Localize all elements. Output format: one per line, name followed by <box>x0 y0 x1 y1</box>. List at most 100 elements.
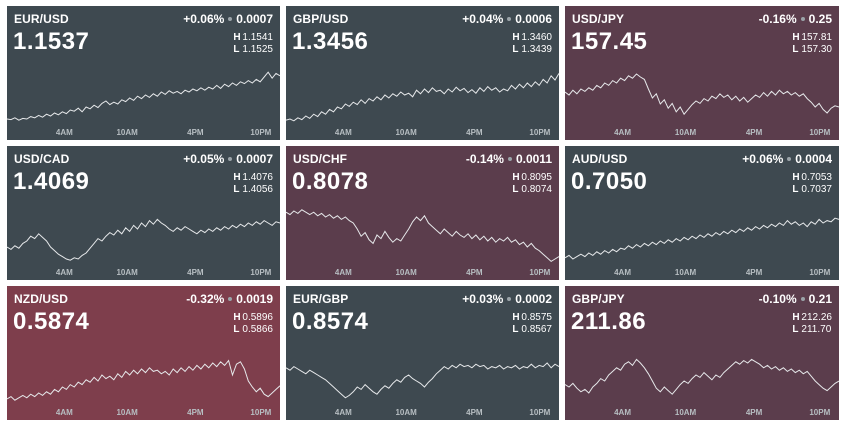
axis-tick-label: 10PM <box>250 268 272 277</box>
price-line <box>286 209 559 263</box>
axis-tick-label: 4PM <box>187 408 204 417</box>
sparkline-chart <box>7 359 280 401</box>
currency-tile-eur-usd[interactable]: EUR/USD +0.06% 0.0007 1.1537 H 1.1541 L 1.1… <box>7 6 280 140</box>
change-summary: -0.16% 0.25 <box>759 12 832 26</box>
absolute-change: 0.0002 <box>515 292 552 306</box>
currency-tile-usd-cad[interactable]: USD/CAD +0.05% 0.0007 1.4069 H 1.4076 L 1.4… <box>7 146 280 280</box>
low-value: 0.5866 <box>242 324 273 335</box>
current-price: 0.8078 <box>292 168 369 195</box>
pair-label: USD/JPY <box>572 12 625 26</box>
axis-tick-label: 4PM <box>187 128 204 137</box>
time-axis: 4AM 10AM 4PM 10PM <box>286 408 559 418</box>
high-label: H <box>792 172 800 183</box>
axis-tick-label: 4AM <box>55 268 73 277</box>
currency-tile-gbp-usd[interactable]: GBP/USD +0.04% 0.0006 1.3456 H 1.3460 L 1.3… <box>286 6 559 140</box>
percent-change: -0.16% <box>758 12 797 26</box>
low-row: L 0.8074 <box>512 184 552 196</box>
high-value: 0.7053 <box>801 172 832 183</box>
separator-dot <box>228 156 233 161</box>
high-low-box: H 0.5896 L 0.5866 <box>233 312 273 336</box>
high-value: 1.3460 <box>521 32 552 43</box>
separator-dot <box>507 156 512 161</box>
axis-tick-label: 10PM <box>529 128 551 137</box>
time-axis: 4AM 10AM 4PM 10PM <box>7 408 280 418</box>
pair-label: AUD/USD <box>572 152 628 166</box>
separator-dot <box>787 156 792 161</box>
low-value: 211.70 <box>801 324 832 335</box>
price-line <box>565 358 839 395</box>
axis-tick-label: 10PM <box>250 408 272 417</box>
high-row: H 1.4076 <box>233 172 273 184</box>
low-row: L 1.1525 <box>233 44 273 56</box>
absolute-change: 0.25 <box>808 12 832 26</box>
axis-tick-label: 10PM <box>809 128 831 137</box>
time-axis: 4AM 10AM 4PM 10PM <box>565 408 839 418</box>
sparkline-chart <box>565 217 839 260</box>
high-row: H 0.5896 <box>233 312 273 324</box>
sparkline-chart <box>286 362 559 399</box>
currency-tile-usd-chf[interactable]: USD/CHF -0.14% 0.0011 0.8078 H 0.8095 L 0.8… <box>286 146 559 280</box>
high-value: 157.81 <box>801 32 832 43</box>
axis-tick-label: 4PM <box>745 128 763 137</box>
high-label: H <box>792 312 800 323</box>
current-price: 157.45 <box>571 28 648 55</box>
axis-tick-label: 4AM <box>55 408 73 417</box>
axis-tick-label: 4AM <box>334 128 352 137</box>
axis-tick-label: 4AM <box>614 268 631 277</box>
time-axis: 4AM 10AM 4PM 10PM <box>286 268 559 278</box>
low-row: L 211.70 <box>792 324 832 336</box>
change-summary: +0.06% 0.0004 <box>742 152 832 166</box>
axis-tick-label: 10PM <box>809 268 831 277</box>
currency-tile-gbp-jpy[interactable]: GBP/JPY -0.10% 0.21 211.86 H 212.26 L 211.7… <box>565 286 839 420</box>
price-line <box>7 359 280 401</box>
separator-dot <box>800 16 805 21</box>
current-price: 0.5874 <box>13 308 90 335</box>
pair-label: USD/CHF <box>293 152 348 166</box>
price-line <box>286 362 559 399</box>
high-label: H <box>233 312 241 323</box>
percent-change: +0.06% <box>183 12 225 26</box>
pair-label: USD/CAD <box>14 152 70 166</box>
axis-tick-label: 10AM <box>674 268 697 277</box>
pair-label: EUR/USD <box>14 12 69 26</box>
high-row: H 0.8575 <box>512 312 552 324</box>
axis-tick-label: 10PM <box>529 268 551 277</box>
currency-tile-usd-jpy[interactable]: USD/JPY -0.16% 0.25 157.45 H 157.81 L 157.3… <box>565 6 839 140</box>
current-price: 1.1537 <box>13 28 90 55</box>
low-row: L 0.8567 <box>512 324 552 336</box>
separator-dot <box>507 16 512 21</box>
price-line <box>565 73 839 116</box>
current-price: 0.8574 <box>292 308 369 335</box>
low-row: L 157.30 <box>792 44 832 56</box>
low-value: 1.4056 <box>242 184 273 195</box>
axis-tick-label: 10AM <box>116 268 138 277</box>
sparkline-chart <box>7 71 280 121</box>
currency-tile-eur-gbp[interactable]: EUR/GBP +0.03% 0.0002 0.8574 H 0.8575 L 0.8… <box>286 286 559 420</box>
axis-tick-label: 10AM <box>395 128 417 137</box>
high-low-box: H 212.26 L 211.70 <box>792 312 832 336</box>
axis-tick-label: 10PM <box>250 128 272 137</box>
high-value: 0.8095 <box>521 172 552 183</box>
pair-label: GBP/JPY <box>572 292 625 306</box>
currency-tile-nzd-usd[interactable]: NZD/USD -0.32% 0.0019 0.5874 H 0.5896 L 0.5… <box>7 286 280 420</box>
change-summary: -0.14% 0.0011 <box>466 152 552 166</box>
currency-grid: EUR/USD +0.06% 0.0007 1.1537 H 1.1541 L 1.1… <box>7 6 841 420</box>
high-row: H 1.1541 <box>233 32 273 44</box>
absolute-change: 0.0007 <box>236 152 273 166</box>
axis-tick-label: 4PM <box>466 128 483 137</box>
currency-tile-aud-usd[interactable]: AUD/USD +0.06% 0.0004 0.7050 H 0.7053 L 0.7… <box>565 146 839 280</box>
high-label: H <box>512 172 520 183</box>
time-axis: 4AM 10AM 4PM 10PM <box>565 128 839 138</box>
axis-tick-label: 10AM <box>395 268 417 277</box>
current-price: 1.4069 <box>13 168 90 195</box>
axis-tick-label: 10AM <box>116 128 138 137</box>
high-low-box: H 157.81 L 157.30 <box>792 32 832 56</box>
price-line <box>286 73 559 122</box>
sparkline-chart <box>565 358 839 395</box>
low-value: 0.8074 <box>521 184 552 195</box>
high-row: H 157.81 <box>792 32 832 44</box>
current-price: 1.3456 <box>292 28 369 55</box>
low-label: L <box>233 184 240 195</box>
sparkline-chart <box>286 209 559 263</box>
sparkline-chart <box>565 73 839 116</box>
